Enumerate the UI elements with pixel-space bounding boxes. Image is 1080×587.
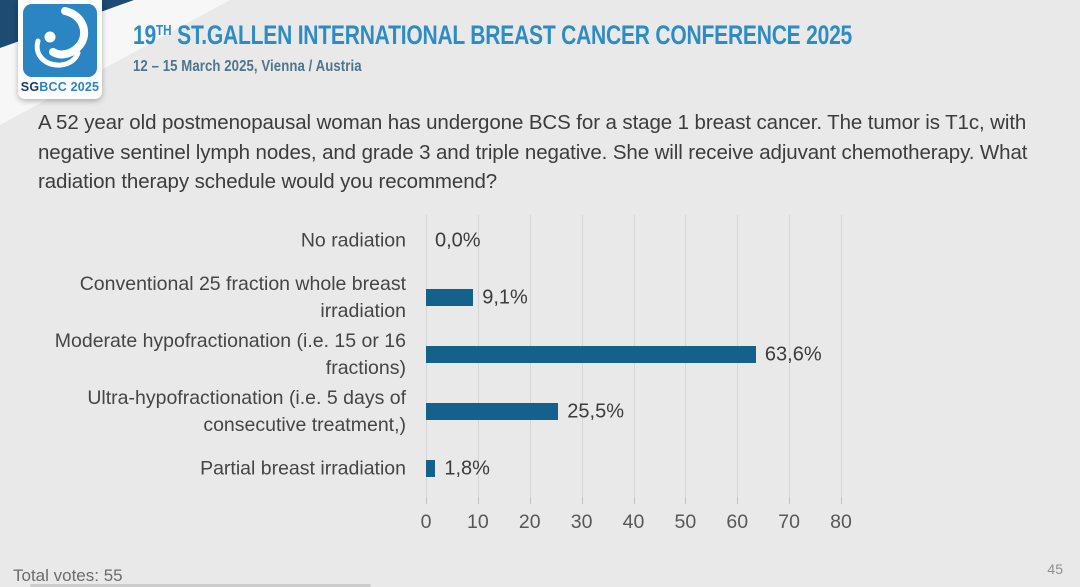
header: 19TH ST.GALLEN INTERNATIONAL BREAST CANC… <box>133 20 1055 76</box>
chart-gridline <box>789 215 791 497</box>
category-label: Moderate hypofractionation (i.e. 15 or 1… <box>54 329 406 379</box>
footer-line-decoration <box>30 584 371 587</box>
x-axis-tick <box>789 497 791 504</box>
x-axis-tick-label: 70 <box>778 511 800 533</box>
x-axis-tick <box>581 497 583 504</box>
category-label: Ultra-hypofractionation (i.e. 5 days of … <box>87 386 406 436</box>
category-label: Partial breast irradiation <box>200 457 406 479</box>
total-votes-label: Total votes: 55 <box>13 566 123 585</box>
x-axis-tick-label: 50 <box>674 511 697 533</box>
x-axis-tick-label: 60 <box>726 511 749 533</box>
category-label: No radiation <box>300 229 406 251</box>
x-axis-tick-label: 40 <box>622 511 645 533</box>
bar <box>426 460 436 477</box>
logo-wordmark: SGBCC 2025 <box>18 80 102 94</box>
conference-title: 19TH ST.GALLEN INTERNATIONAL BREAST CANC… <box>133 20 853 50</box>
x-axis-tick-label: 0 <box>420 511 432 533</box>
title-superscript: TH <box>155 22 172 39</box>
x-axis-tick-label: 20 <box>518 511 541 533</box>
value-label: 9,1% <box>482 286 528 308</box>
breast-icon <box>23 4 97 77</box>
bar <box>426 346 756 363</box>
value-label: 1,8% <box>444 457 490 479</box>
x-axis-tick <box>737 497 739 504</box>
x-axis-tick <box>841 497 842 504</box>
sgbcc-logo: SGBCC 2025 <box>18 0 102 99</box>
page-number: 45 <box>1047 561 1063 577</box>
conference-subtitle: 12 – 15 March 2025, Vienna / Austria <box>133 58 362 75</box>
x-axis-tick <box>529 497 531 504</box>
breast-icon-glyph <box>34 7 88 68</box>
x-axis-tick-label: 10 <box>467 511 489 533</box>
x-axis-tick <box>633 497 635 504</box>
x-axis-tick <box>685 497 687 504</box>
logo-bcc: BCC 2025 <box>39 80 100 94</box>
value-label: 25,5% <box>567 400 624 422</box>
poll-question: A 52 year old postmenopausal woman has u… <box>38 111 1028 193</box>
value-label: 63,6% <box>764 343 822 365</box>
x-axis-tick-label: 30 <box>570 511 593 533</box>
poll-results-bar-chart: 0 10 20 30 40 50 60 70 80 No radiation 0,0% Convent… <box>0 212 1080 557</box>
category-label: Conventional 25 fraction whole breast ir… <box>79 272 406 322</box>
value-label: 0,0% <box>435 229 481 251</box>
x-axis-tick-label: 80 <box>830 511 852 533</box>
bar <box>426 403 559 420</box>
x-axis-tick <box>426 497 427 504</box>
bar <box>426 289 474 306</box>
x-axis-tick <box>477 497 479 504</box>
chart-gridline <box>841 215 842 497</box>
logo-sg: SG <box>20 80 40 94</box>
